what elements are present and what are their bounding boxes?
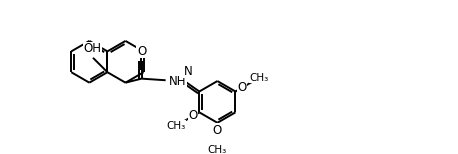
Text: CH₃: CH₃ — [166, 121, 185, 131]
Text: OH: OH — [83, 42, 101, 55]
Text: O: O — [137, 45, 146, 58]
Text: O: O — [213, 124, 222, 136]
Text: NH: NH — [169, 75, 186, 88]
Text: O: O — [237, 81, 246, 94]
Text: CH₃: CH₃ — [250, 73, 269, 83]
Text: O: O — [188, 109, 198, 122]
Text: N: N — [184, 65, 193, 78]
Text: CH₃: CH₃ — [208, 145, 227, 154]
